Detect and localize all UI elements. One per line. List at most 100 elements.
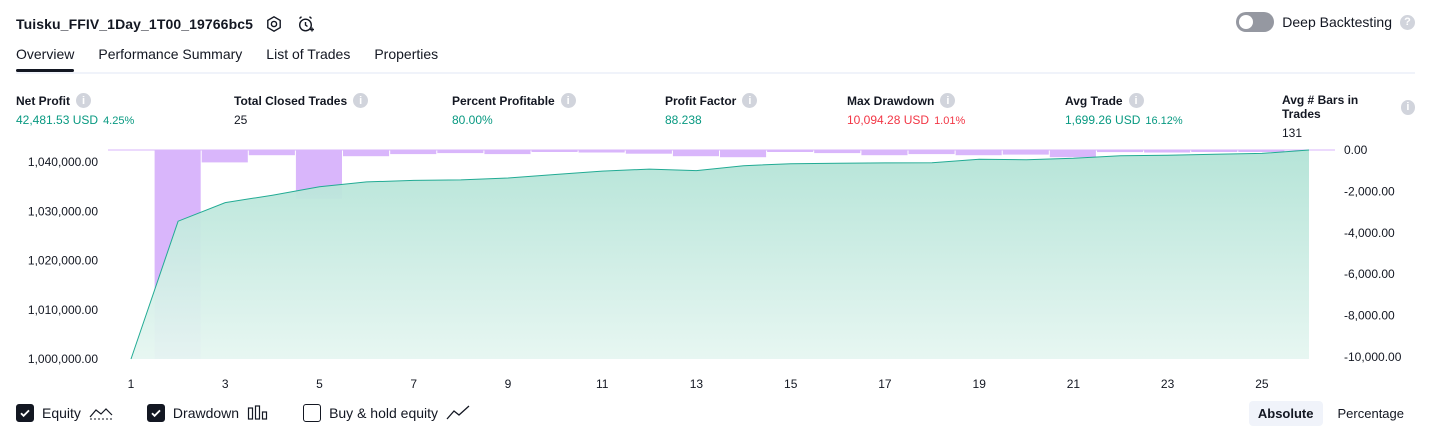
- drawdown-bar: [390, 150, 437, 155]
- metric-value: 131: [1282, 126, 1303, 140]
- tab-performance-summary[interactable]: Performance Summary: [98, 46, 243, 62]
- metric-sub-value: 16.12%: [1145, 115, 1183, 127]
- metric-value: 10,094.28 USD: [847, 113, 930, 127]
- drawdown-bar: [720, 150, 767, 158]
- metric-label: Avg # Bars in Trades: [1282, 93, 1359, 121]
- equity-checkbox[interactable]: [16, 404, 34, 422]
- equity-line-icon: [89, 408, 113, 420]
- drawdown-bar: [955, 150, 1002, 156]
- metric-avg-bars-in-trades: Avg # Bars in Trades i 131: [1282, 93, 1415, 140]
- info-icon[interactable]: i: [560, 93, 576, 108]
- deep-backtesting-toggle[interactable]: [1236, 12, 1275, 32]
- drawdown-bar: [437, 150, 484, 154]
- metric-label: Max Drawdown: [847, 93, 935, 108]
- x-axis-tick: 25: [1255, 377, 1269, 391]
- metric-max-drawdown: Max Drawdown i 10,094.28 USD 1.01%: [847, 93, 965, 127]
- legend-drawdown[interactable]: Drawdown: [146, 404, 269, 422]
- x-axis-tick: 23: [1161, 377, 1175, 391]
- equity-area: [131, 150, 1309, 359]
- strategy-title: Tuisku_FFIV_1Day_1T00_19766bc5: [16, 16, 253, 32]
- tab-properties[interactable]: Properties: [374, 46, 439, 62]
- drawdown-bar: [1002, 150, 1049, 155]
- legend-label: Drawdown: [172, 405, 240, 421]
- x-axis-tick: 7: [410, 377, 417, 391]
- drawdown-bar: [1049, 150, 1096, 158]
- metric-value: 1,699.26 USD: [1065, 113, 1141, 127]
- alarm-clock-add-icon[interactable]: [295, 13, 317, 35]
- metric-total-closed-trades: Total Closed Trades i 25: [234, 93, 369, 127]
- right-axis-tick: 0.00: [1344, 143, 1368, 157]
- drawdown-bar: [767, 150, 814, 152]
- legend-buy-hold[interactable]: Buy & hold equity: [303, 404, 470, 422]
- legend-label: Buy & hold equity: [329, 405, 439, 421]
- gear-icon[interactable]: [263, 13, 285, 35]
- drawdown-bar: [201, 150, 248, 163]
- x-axis-tick: 21: [1067, 377, 1081, 391]
- info-icon[interactable]: i: [353, 93, 369, 108]
- right-axis-tick: -6,000.00: [1344, 267, 1395, 281]
- metric-value: 80.00%: [452, 113, 493, 127]
- drawdown-bar: [531, 150, 578, 152]
- metrics-row: Net Profit i 42,481.53 USD 4.25% Total Clo…: [16, 93, 1415, 140]
- info-icon[interactable]: i: [1128, 93, 1144, 108]
- right-axis-tick: -4,000.00: [1344, 226, 1395, 240]
- x-axis-tick: 3: [222, 377, 229, 391]
- left-axis-tick: 1,030,000.00: [28, 204, 98, 218]
- deep-backtesting-label: Deep Backtesting: [1282, 14, 1392, 30]
- info-icon[interactable]: i: [1400, 99, 1415, 115]
- info-icon[interactable]: i: [76, 93, 91, 108]
- legend-equity[interactable]: Equity: [16, 404, 113, 422]
- drawdown-bar: [578, 150, 625, 153]
- metric-value: 42,481.53 USD: [16, 113, 99, 127]
- drawdown-bar: [1097, 150, 1144, 153]
- metric-label: Avg Trade: [1065, 93, 1123, 108]
- right-axis-tick: -2,000.00: [1344, 184, 1395, 198]
- metric-avg-trade: Avg Trade i 1,699.26 USD 16.12%: [1065, 93, 1183, 127]
- metric-label: Net Profit: [16, 93, 70, 108]
- equity-line: [130, 149, 1310, 360]
- drawdown-bar: [672, 150, 719, 157]
- x-axis-tick: 19: [973, 377, 987, 391]
- x-axis-tick: 15: [784, 377, 798, 391]
- display-mode-switch: Absolute Percentage: [1248, 401, 1413, 426]
- metric-label: Percent Profitable: [452, 93, 555, 108]
- left-axis-tick: 1,040,000.00: [28, 155, 98, 169]
- metric-value: 88.238: [665, 113, 702, 127]
- tab-overview[interactable]: Overview: [16, 46, 75, 72]
- x-axis-tick: 5: [316, 377, 323, 391]
- x-axis-tick: 13: [690, 377, 704, 391]
- drawdown-bar: [484, 150, 531, 155]
- legend-label: Equity: [42, 405, 81, 421]
- right-axis-tick: -8,000.00: [1344, 309, 1395, 323]
- mode-percentage-button[interactable]: Percentage: [1337, 406, 1405, 421]
- buy-hold-checkbox[interactable]: [303, 404, 322, 422]
- right-axis-tick: -10,000.00: [1344, 350, 1402, 364]
- metric-label: Total Closed Trades: [234, 93, 348, 108]
- x-axis-tick: 9: [505, 377, 512, 391]
- drawdown-bar: [1238, 150, 1285, 152]
- metric-label: Profit Factor: [665, 93, 737, 108]
- metric-net-profit: Net Profit i 42,481.53 USD 4.25%: [16, 93, 134, 127]
- drawdown-bars-icon: [247, 405, 268, 420]
- tab-list-of-trades[interactable]: List of Trades: [266, 46, 351, 62]
- drawdown-bar: [625, 150, 672, 154]
- mode-absolute-button[interactable]: Absolute: [1248, 401, 1323, 426]
- help-icon[interactable]: ?: [1400, 14, 1415, 30]
- x-axis-tick: 11: [596, 377, 609, 391]
- drawdown-bar: [1144, 150, 1191, 153]
- metric-profit-factor: Profit Factor i 88.238: [665, 93, 758, 127]
- drawdown-bar: [861, 150, 908, 156]
- chart-legend: Equity Drawdown Buy & hold equity: [16, 404, 470, 422]
- x-axis-tick: 17: [878, 377, 892, 391]
- tabs-divider: [16, 72, 1415, 74]
- info-icon[interactable]: i: [940, 93, 956, 108]
- drawdown-bar: [814, 150, 861, 154]
- drawdown-bar: [343, 150, 390, 157]
- metric-sub-value: 4.25%: [103, 115, 135, 127]
- drawdown-checkbox[interactable]: [146, 404, 165, 422]
- drawdown-bar: [908, 150, 955, 155]
- report-tabs: Overview Performance Summary List of Tra…: [16, 46, 438, 72]
- info-icon[interactable]: i: [742, 93, 758, 108]
- left-axis-tick: 1,000,000.00: [28, 352, 98, 366]
- left-axis-tick: 1,020,000.00: [28, 254, 98, 268]
